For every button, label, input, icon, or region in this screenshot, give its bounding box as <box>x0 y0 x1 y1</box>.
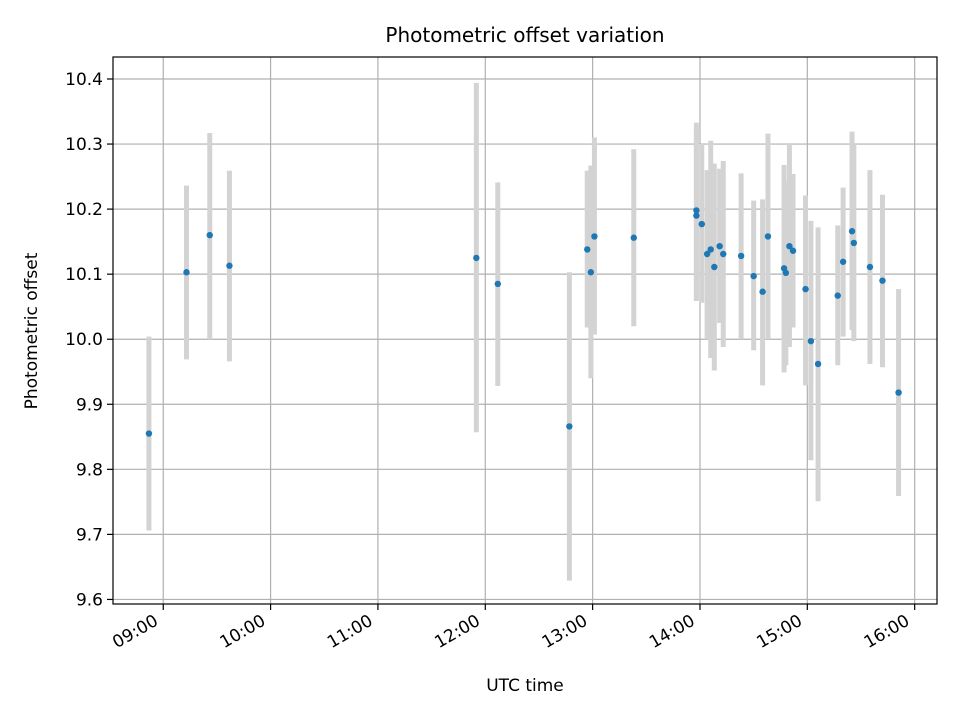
data-point <box>759 288 766 295</box>
data-point <box>834 292 841 299</box>
data-point <box>814 360 822 368</box>
chart-title: Photometric offset variation <box>385 23 664 47</box>
x-axis-label: UTC time <box>486 676 564 696</box>
data-point <box>587 269 595 276</box>
y-tick-label: 9.6 <box>76 590 103 610</box>
data-point <box>591 233 598 240</box>
data-point <box>494 280 502 288</box>
y-tick-label: 9.7 <box>76 525 103 545</box>
data-point <box>850 239 858 247</box>
y-tick-label: 9.8 <box>76 460 103 480</box>
data-point <box>737 252 745 260</box>
data-point <box>703 250 711 258</box>
data-points <box>145 207 902 437</box>
data-point <box>630 234 637 241</box>
data-point <box>716 242 723 250</box>
data-point <box>720 250 727 258</box>
data-point <box>802 285 809 293</box>
y-tick-label: 10.3 <box>65 135 103 155</box>
data-point <box>584 246 591 253</box>
y-axis-label: Photometric offset <box>22 252 42 409</box>
y-tick-label: 10.4 <box>65 70 103 90</box>
data-point <box>782 269 790 277</box>
data-point <box>764 233 772 240</box>
data-point <box>839 258 847 265</box>
y-tick-label: 10.0 <box>65 330 103 350</box>
grid-lines <box>113 57 937 604</box>
data-point <box>711 263 718 271</box>
data-point <box>789 247 797 254</box>
data-point <box>693 212 700 219</box>
data-point <box>895 389 902 396</box>
data-point <box>750 272 757 280</box>
data-point <box>473 254 480 262</box>
data-point <box>693 207 700 214</box>
data-point <box>145 430 153 437</box>
y-tick-label: 10.1 <box>65 265 103 285</box>
data-point <box>183 269 190 276</box>
data-point <box>707 246 714 253</box>
data-point <box>206 231 213 239</box>
data-point <box>786 242 793 250</box>
data-point <box>807 337 815 345</box>
data-point <box>226 262 233 269</box>
plot-frame <box>112 56 938 605</box>
data-point <box>848 228 856 235</box>
y-tick-label: 9.9 <box>76 395 103 415</box>
y-axis-ticks: 9.6 9.7 9.8 9.9 10.0 10.1 10.2 10.3 10.4 <box>65 70 113 610</box>
data-point <box>698 220 705 228</box>
data-point <box>879 277 886 284</box>
y-tick-label: 10.2 <box>65 200 103 220</box>
data-point <box>866 263 874 271</box>
data-point <box>566 423 573 430</box>
